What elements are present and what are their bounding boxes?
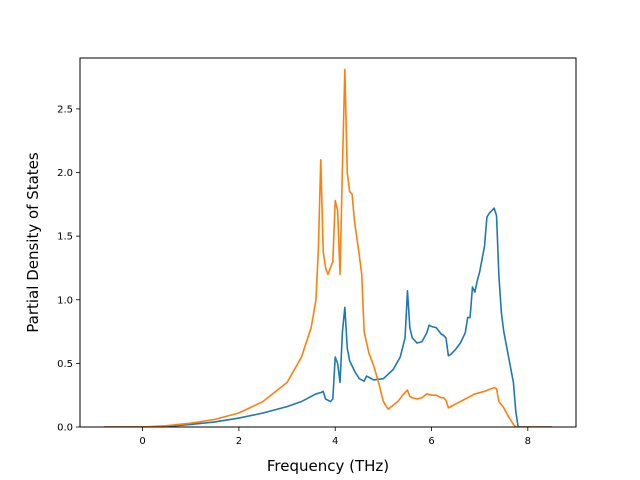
x-axis-label: Frequency (THz)	[267, 457, 389, 475]
y-tick-label: 1.0	[57, 295, 73, 306]
series-line-1	[104, 207, 552, 427]
y-tick-label: 2.0	[57, 168, 73, 179]
x-tick-label: 0	[139, 436, 145, 447]
plot-frame	[79, 57, 577, 428]
y-tick-label: 2.5	[57, 104, 73, 115]
x-axis-ticks: 0 2 4 6 8	[139, 427, 531, 447]
y-tick-label: 1.5	[57, 232, 73, 243]
y-tick-label: 0.5	[57, 359, 73, 370]
series-line-2	[104, 68, 552, 427]
x-tick-label: 4	[332, 436, 338, 447]
x-tick-label: 8	[525, 436, 531, 447]
x-tick-label: 2	[236, 436, 242, 447]
x-tick-label: 6	[428, 436, 434, 447]
y-tick-label: 0.0	[57, 423, 73, 434]
y-axis-label: Partial Density of States	[24, 152, 42, 333]
plot-lines	[104, 68, 552, 427]
y-axis-ticks: 0.0 0.5 1.0 1.5 2.0 2.5	[57, 104, 80, 434]
